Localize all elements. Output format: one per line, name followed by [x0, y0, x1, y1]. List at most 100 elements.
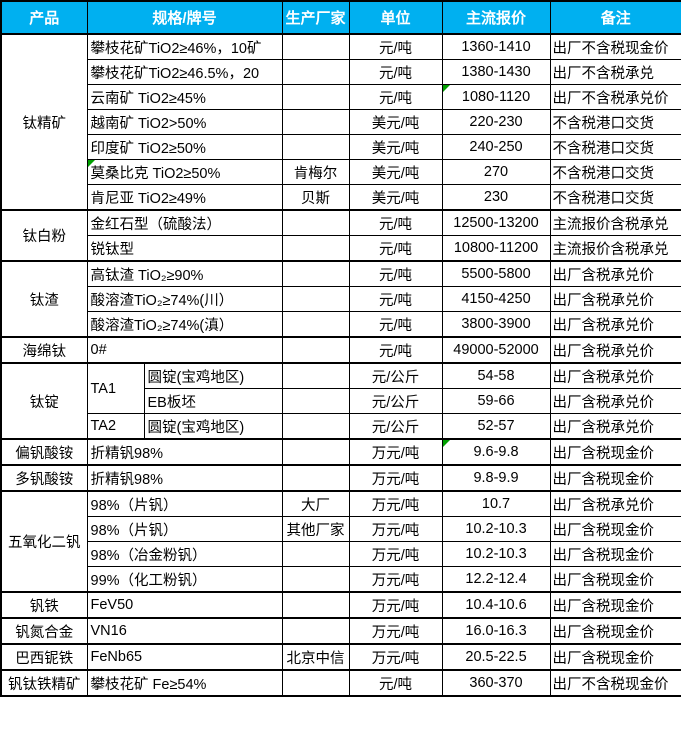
spec-shape-cell[interactable]: 圆锭(宝鸡地区) — [143, 362, 283, 389]
price-cell[interactable]: 5500-5800 — [441, 260, 551, 287]
product-cell[interactable]: 钛白粉 — [0, 209, 88, 262]
spec-cell[interactable]: 酸溶渣TiO₂≥74%(川） — [86, 286, 283, 312]
spec-cell[interactable]: 莫桑比克 TiO2≥50% — [86, 159, 283, 185]
note-cell[interactable]: 出厂含税承兑价 — [549, 413, 681, 440]
maker-cell[interactable] — [281, 388, 350, 414]
unit-cell[interactable]: 万元/吨 — [348, 516, 443, 542]
unit-cell[interactable]: 美元/吨 — [348, 109, 443, 135]
price-cell[interactable]: 1380-1430 — [441, 59, 551, 85]
note-cell[interactable]: 出厂含税现金价 — [549, 566, 681, 593]
maker-cell[interactable]: 北京中信 — [281, 643, 350, 671]
spec-cell[interactable]: FeNb65 — [86, 643, 283, 671]
note-cell[interactable]: 不含税港口交货 — [549, 134, 681, 160]
product-cell[interactable]: 钒氮合金 — [0, 617, 88, 645]
note-cell[interactable]: 出厂不含税现金价 — [549, 669, 681, 697]
spec-shape-cell[interactable]: 圆锭(宝鸡地区) — [143, 413, 283, 440]
unit-cell[interactable]: 万元/吨 — [348, 591, 443, 619]
spec-cell[interactable]: 98%（片钒） — [86, 516, 283, 542]
spec-cell[interactable]: 99%（化工粉钒） — [86, 566, 283, 593]
note-cell[interactable]: 出厂含税现金价 — [549, 643, 681, 671]
unit-cell[interactable]: 美元/吨 — [348, 134, 443, 160]
note-cell[interactable]: 主流报价含税承兑 — [549, 235, 681, 262]
unit-cell[interactable]: 万元/吨 — [348, 464, 443, 492]
price-cell[interactable]: 10.4-10.6 — [441, 591, 551, 619]
note-cell[interactable]: 出厂含税现金价 — [549, 516, 681, 542]
unit-cell[interactable]: 万元/吨 — [348, 643, 443, 671]
note-cell[interactable]: 出厂含税承兑价 — [549, 490, 681, 517]
price-cell[interactable]: 240-250 — [441, 134, 551, 160]
unit-cell[interactable]: 元/吨 — [348, 59, 443, 85]
note-cell[interactable]: 出厂含税承兑价 — [549, 286, 681, 312]
unit-cell[interactable]: 元/公斤 — [348, 362, 443, 389]
spec-cell[interactable]: 攀枝花矿 Fe≥54% — [86, 669, 283, 697]
price-cell[interactable]: 10800-11200 — [441, 235, 551, 262]
price-cell[interactable]: 360-370 — [441, 669, 551, 697]
price-cell[interactable]: 230 — [441, 184, 551, 211]
product-cell[interactable]: 海绵钛 — [0, 336, 88, 364]
note-cell[interactable]: 出厂含税现金价 — [549, 591, 681, 619]
product-cell[interactable]: 多钒酸铵 — [0, 464, 88, 492]
product-cell[interactable]: 钛渣 — [0, 260, 88, 338]
unit-cell[interactable]: 美元/吨 — [348, 159, 443, 185]
price-cell[interactable]: 10.2-10.3 — [441, 541, 551, 567]
note-cell[interactable]: 不含税港口交货 — [549, 159, 681, 185]
product-cell[interactable]: 钛锭 — [0, 362, 88, 440]
maker-cell[interactable] — [281, 413, 350, 440]
unit-cell[interactable]: 元/吨 — [348, 84, 443, 110]
price-cell[interactable]: 9.6-9.8 — [441, 438, 551, 466]
spec-cell[interactable]: 肯尼亚 TiO2≥49% — [86, 184, 283, 211]
note-cell[interactable]: 出厂含税现金价 — [549, 541, 681, 567]
maker-cell[interactable] — [281, 109, 350, 135]
maker-cell[interactable]: 大厂 — [281, 490, 350, 517]
unit-cell[interactable]: 元/吨 — [348, 235, 443, 262]
note-cell[interactable]: 出厂不含税承兑价 — [549, 84, 681, 110]
spec-cell[interactable]: 折精钒98% — [86, 464, 283, 492]
spec-cell[interactable]: 折精钒98% — [86, 438, 283, 466]
price-cell[interactable]: 4150-4250 — [441, 286, 551, 312]
product-cell[interactable]: 钒钛铁精矿 — [0, 669, 88, 697]
unit-cell[interactable]: 元/吨 — [348, 669, 443, 697]
maker-cell[interactable] — [281, 566, 350, 593]
price-cell[interactable]: 49000-52000 — [441, 336, 551, 364]
note-cell[interactable]: 出厂含税现金价 — [549, 464, 681, 492]
price-cell[interactable]: 16.0-16.3 — [441, 617, 551, 645]
price-cell[interactable]: 1360-1410 — [441, 33, 551, 60]
price-cell[interactable]: 59-66 — [441, 388, 551, 414]
price-cell[interactable]: 12.2-12.4 — [441, 566, 551, 593]
maker-cell[interactable] — [281, 209, 350, 236]
price-cell[interactable]: 54-58 — [441, 362, 551, 389]
spec-cell[interactable]: 98%（片钒） — [86, 490, 283, 517]
maker-cell[interactable]: 其他厂家 — [281, 516, 350, 542]
spec-cell[interactable]: 0# — [86, 336, 283, 364]
col-header-price[interactable]: 主流报价 — [441, 0, 551, 35]
spec-cell[interactable]: 攀枝花矿TiO2≥46.5%，20 — [86, 59, 283, 85]
unit-cell[interactable]: 万元/吨 — [348, 566, 443, 593]
maker-cell[interactable] — [281, 84, 350, 110]
maker-cell[interactable] — [281, 33, 350, 60]
spec-cell[interactable]: 金红石型（硫酸法） — [86, 209, 283, 236]
note-cell[interactable]: 不含税港口交货 — [549, 109, 681, 135]
note-cell[interactable]: 出厂含税现金价 — [549, 617, 681, 645]
price-cell[interactable]: 3800-3900 — [441, 311, 551, 338]
note-cell[interactable]: 主流报价含税承兑 — [549, 209, 681, 236]
note-cell[interactable]: 出厂含税承兑价 — [549, 260, 681, 287]
maker-cell[interactable] — [281, 235, 350, 262]
unit-cell[interactable]: 元/公斤 — [348, 413, 443, 440]
maker-cell[interactable] — [281, 59, 350, 85]
product-cell[interactable]: 巴西铌铁 — [0, 643, 88, 671]
unit-cell[interactable]: 元/吨 — [348, 286, 443, 312]
col-header-product[interactable]: 产品 — [0, 0, 88, 35]
maker-cell[interactable] — [281, 617, 350, 645]
maker-cell[interactable] — [281, 591, 350, 619]
spec-cell[interactable]: 越南矿 TiO2>50% — [86, 109, 283, 135]
unit-cell[interactable]: 元/吨 — [348, 209, 443, 236]
note-cell[interactable]: 出厂含税承兑价 — [549, 311, 681, 338]
maker-cell[interactable] — [281, 336, 350, 364]
col-header-note[interactable]: 备注 — [549, 0, 681, 35]
spec-grade-cell[interactable]: TA2 — [86, 413, 145, 440]
spec-cell[interactable]: 锐钛型 — [86, 235, 283, 262]
maker-cell[interactable]: 贝斯 — [281, 184, 350, 211]
unit-cell[interactable]: 万元/吨 — [348, 541, 443, 567]
unit-cell[interactable]: 万元/吨 — [348, 617, 443, 645]
product-cell[interactable]: 偏钒酸铵 — [0, 438, 88, 466]
